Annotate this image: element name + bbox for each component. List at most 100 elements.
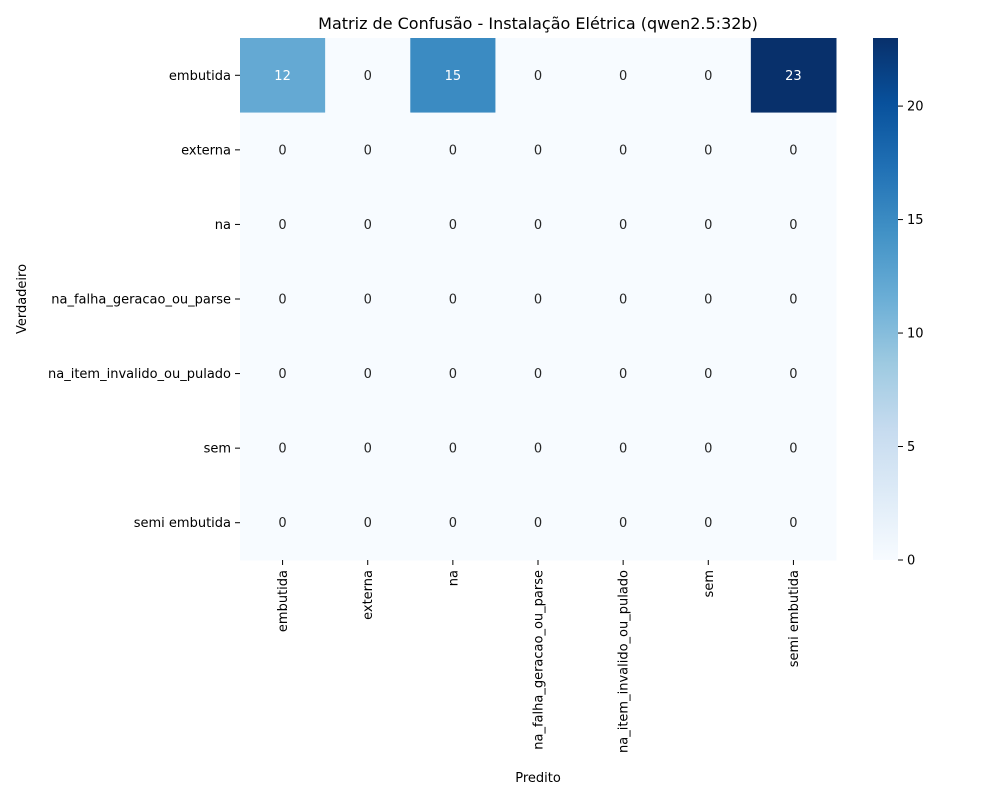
cell-value-label: 0	[619, 218, 627, 233]
y-tick-label: semi embutida	[134, 516, 231, 531]
cell-value-label: 0	[789, 367, 797, 382]
cell-value-label: 0	[449, 367, 457, 382]
y-axis-ticks: embutida externa na na_falha_geracao_ou_par…	[48, 69, 240, 531]
cell-value-label: 0	[278, 143, 286, 158]
heatmap-cell	[750, 187, 837, 263]
heatmap-cell	[665, 261, 752, 337]
heatmap-cell	[750, 38, 837, 114]
heatmap-cell	[325, 38, 411, 114]
cell-value-label: 0	[278, 293, 286, 308]
heatmap-cell	[410, 410, 496, 486]
cell-value-label: 0	[364, 516, 372, 531]
heatmap-cell	[240, 410, 326, 486]
heatmap-cell	[325, 187, 411, 263]
heatmap-cell	[495, 112, 582, 188]
cell-value-label: 23	[785, 69, 802, 84]
cell-value-label: 0	[364, 367, 372, 382]
colorbar-tick-label: 20	[907, 100, 924, 115]
cell-value-label: 0	[704, 293, 712, 308]
cell-value-label: 0	[278, 516, 286, 531]
cell-value-label: 0	[534, 516, 542, 531]
cell-value-label: 15	[445, 69, 462, 84]
cell-value-label: 0	[704, 218, 712, 233]
heatmap-cell	[750, 485, 837, 561]
cell-value-label: 0	[619, 367, 627, 382]
heatmap-cell	[665, 336, 752, 412]
heatmap-cell	[495, 187, 582, 263]
heatmap-cell	[580, 187, 667, 263]
heatmap-cell	[750, 336, 837, 412]
y-tick-label: externa	[181, 143, 231, 158]
cell-value-label: 0	[449, 143, 457, 158]
cell-value-label: 0	[534, 442, 542, 457]
cell-value-label: 0	[704, 69, 712, 84]
cell-value-label: 0	[534, 293, 542, 308]
chart-title: Matriz de Confusão - Instalação Elétrica…	[318, 14, 758, 33]
cell-value-label: 0	[278, 367, 286, 382]
heatmap-cell	[580, 485, 667, 561]
heatmap-cell	[750, 261, 837, 337]
heatmap-cell	[325, 261, 411, 337]
cell-value-label: 0	[534, 367, 542, 382]
heatmap-cell	[495, 410, 582, 486]
heatmap-cell	[325, 336, 411, 412]
x-tick-label: na	[446, 570, 461, 586]
cell-value-label: 0	[449, 442, 457, 457]
cell-value-label: 0	[364, 143, 372, 158]
heatmap-cell	[665, 410, 752, 486]
cell-value-label: 0	[619, 143, 627, 158]
cell-value-label: 0	[704, 516, 712, 531]
heatmap-cells: 12 0 15 0 0 0 23 0 0 0 0 0 0 0 0 0 0 0 0 0 0 0 0 0 0 0 0 0 0 0 0 0 0 0 0 0 0…	[240, 38, 837, 561]
cell-value-label: 0	[619, 69, 627, 84]
heatmap-cell	[665, 112, 752, 188]
cell-value-label: 0	[704, 143, 712, 158]
colorbar-tick-label: 0	[907, 554, 915, 569]
heatmap-cell	[410, 187, 496, 263]
heatmap-cell	[325, 485, 411, 561]
cell-value-label: 0	[449, 516, 457, 531]
y-tick-label: sem	[204, 442, 231, 457]
cell-value-label: 0	[619, 516, 627, 531]
x-axis-ticks: embutida externa na na_falha_geracao_ou_par…	[276, 560, 802, 753]
cell-value-label: 0	[789, 143, 797, 158]
heatmap-cell	[240, 485, 326, 561]
heatmap-cell	[325, 410, 411, 486]
cell-value-label: 0	[619, 442, 627, 457]
colorbar-tick-label: 5	[907, 440, 915, 455]
heatmap-cell	[240, 187, 326, 263]
heatmap-cell	[665, 485, 752, 561]
x-tick-label: sem	[702, 570, 717, 597]
x-axis-label: Predito	[515, 771, 561, 786]
cell-value-label: 0	[534, 218, 542, 233]
y-tick-label: na_item_invalido_ou_pulado	[48, 367, 231, 382]
cell-value-label: 0	[449, 293, 457, 308]
heatmap-cell	[495, 485, 582, 561]
heatmap-cell	[325, 112, 411, 188]
heatmap-cell	[580, 410, 667, 486]
heatmap-cell	[665, 38, 752, 114]
cell-value-label: 0	[364, 293, 372, 308]
cell-value-label: 0	[278, 442, 286, 457]
cell-value-label: 0	[619, 293, 627, 308]
heatmap-cell	[495, 336, 582, 412]
heatmap-cell	[580, 112, 667, 188]
cell-value-label: 0	[789, 293, 797, 308]
cell-value-label: 0	[704, 367, 712, 382]
heatmap-cell	[580, 336, 667, 412]
heatmap-cell	[410, 485, 496, 561]
cell-value-label: 0	[789, 442, 797, 457]
x-tick-label: externa	[361, 570, 376, 620]
cell-value-label: 0	[789, 218, 797, 233]
heatmap-cell	[580, 261, 667, 337]
y-tick-label: embutida	[169, 69, 231, 84]
x-tick-label: na_item_invalido_ou_pulado	[617, 570, 632, 753]
heatmap-cell	[665, 187, 752, 263]
heatmap-cell	[240, 112, 326, 188]
cell-value-label: 0	[364, 442, 372, 457]
cell-value-label: 0	[704, 442, 712, 457]
heatmap-cell	[240, 261, 326, 337]
heatmap-cell	[410, 112, 496, 188]
cell-value-label: 0	[364, 69, 372, 84]
y-tick-label: na	[215, 218, 231, 233]
